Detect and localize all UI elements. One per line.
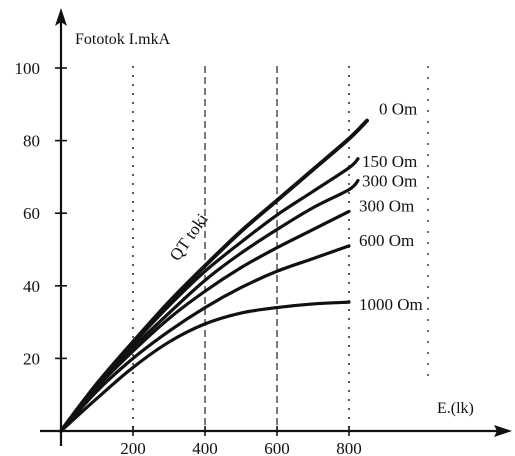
- curve-label-5: 600 Om: [359, 231, 414, 250]
- y-axis-title: Fototok I.mkA: [75, 31, 171, 48]
- y-tick-label-60: 60: [23, 204, 40, 223]
- y-tick-label-100: 100: [15, 59, 41, 78]
- curve-label-4: 300 Om: [359, 196, 414, 215]
- y-axis-arrowhead: [55, 8, 67, 26]
- curve-1: [59, 118, 369, 433]
- y-tick-label-20: 20: [23, 349, 40, 368]
- curves: [59, 118, 369, 433]
- y-tick-label-80: 80: [23, 132, 40, 151]
- curve-label-2: 150 Om: [362, 152, 417, 171]
- curve-label-3: 300 Om: [362, 172, 417, 191]
- x-axis-title: E.(lk): [437, 400, 474, 417]
- x-tick-label-600: 600: [264, 439, 290, 456]
- x-tick-label-800: 800: [336, 439, 362, 456]
- curve-label-6: 1000 Om: [359, 295, 423, 314]
- x-tick-label-200: 200: [120, 439, 146, 456]
- curve-label-1: 0 Om: [379, 100, 417, 119]
- y-tick-label-40: 40: [23, 277, 40, 296]
- curve-3: [59, 178, 360, 433]
- tick-labels: 200 400 600 800 20 40 60 80 100: [15, 59, 362, 456]
- curve-2: [59, 157, 360, 433]
- curve-5: [59, 244, 351, 433]
- axes: [40, 8, 512, 446]
- curve-6: [59, 300, 351, 433]
- x-tick-label-400: 400: [192, 439, 218, 456]
- x-axis-arrowhead: [494, 425, 512, 437]
- curve-4: [59, 209, 351, 433]
